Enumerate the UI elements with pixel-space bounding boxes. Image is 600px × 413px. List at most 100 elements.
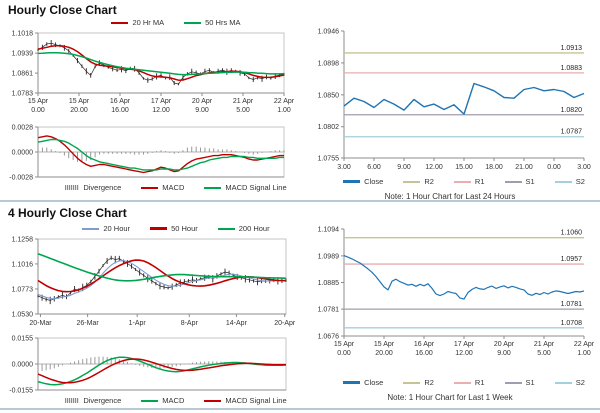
four-hourly-close-panel: 4 Hourly Close Chart 20 Hour 50 Hour 200… bbox=[0, 202, 300, 413]
legend-item: Close bbox=[343, 177, 383, 186]
legend-label: Close bbox=[364, 378, 384, 387]
legend-item: Close bbox=[343, 378, 383, 387]
svg-text:1.0802: 1.0802 bbox=[318, 124, 340, 131]
line-swatch-icon bbox=[403, 381, 421, 384]
line-swatch-icon bbox=[343, 381, 361, 384]
line-swatch-icon bbox=[150, 227, 168, 230]
hourly-macd-chart: 0.0028 0.0000 -0.0028 bbox=[9, 125, 285, 182]
svg-text:1.1018: 1.1018 bbox=[12, 31, 34, 38]
svg-text:20.00: 20.00 bbox=[70, 107, 88, 114]
legend-label: S2 bbox=[575, 378, 585, 387]
svg-text:12.00: 12.00 bbox=[152, 107, 170, 114]
divergence-swatch-icon bbox=[65, 185, 80, 190]
svg-text:1.0939: 1.0939 bbox=[12, 51, 34, 58]
svg-text:20-Apr: 20-Apr bbox=[274, 320, 296, 327]
svg-text:15 Apr: 15 Apr bbox=[69, 98, 90, 105]
svg-text:0.00: 0.00 bbox=[337, 350, 351, 357]
svg-text:1.0861: 1.0861 bbox=[12, 71, 34, 78]
svg-text:1.0883: 1.0883 bbox=[561, 65, 583, 72]
svg-text:21.00: 21.00 bbox=[515, 164, 533, 171]
legend-label: R2 bbox=[424, 177, 434, 186]
line-swatch-icon bbox=[554, 180, 572, 183]
pivot-1w-legend: Close R2 R1 S1 S2 bbox=[300, 378, 600, 387]
svg-text:1.1258: 1.1258 bbox=[12, 237, 34, 244]
line-swatch-icon bbox=[453, 180, 471, 183]
line-swatch-icon bbox=[82, 227, 100, 230]
svg-text:1.00: 1.00 bbox=[277, 107, 291, 114]
line-swatch-icon bbox=[141, 186, 159, 189]
svg-text:1.0530: 1.0530 bbox=[12, 312, 34, 319]
line-swatch-icon bbox=[184, 21, 202, 24]
legend-item: S1 bbox=[504, 378, 535, 387]
legend-label: R1 bbox=[474, 177, 485, 186]
svg-text:16 Apr: 16 Apr bbox=[414, 341, 435, 348]
four-hourly-ma-legend: 20 Hour 50 Hour 200 Hour bbox=[0, 224, 326, 233]
svg-text:22 Apr: 22 Apr bbox=[574, 341, 595, 348]
svg-text:0.0000: 0.0000 bbox=[12, 362, 34, 369]
line-swatch-icon bbox=[217, 227, 235, 230]
svg-text:12.00: 12.00 bbox=[425, 164, 443, 171]
pivot-24h-legend: Close R2 R1 S1 S2 bbox=[300, 177, 600, 186]
pivot-24h-panel: 1.0946 1.0898 1.0850 1.0802 1.0755 3.00 6.00 9.… bbox=[300, 0, 600, 202]
legend-label: S1 bbox=[525, 177, 535, 186]
svg-text:16.00: 16.00 bbox=[111, 107, 129, 114]
svg-text:20.00: 20.00 bbox=[375, 350, 393, 357]
line-swatch-icon bbox=[111, 21, 129, 24]
svg-text:15.00: 15.00 bbox=[455, 164, 473, 171]
legend-item: R2 bbox=[403, 378, 434, 387]
svg-text:0.00: 0.00 bbox=[31, 107, 45, 114]
svg-text:0.0000: 0.0000 bbox=[12, 150, 34, 157]
four-hourly-macd-legend: Divergence MACD MACD Signal Line bbox=[0, 396, 326, 405]
bottom-divider bbox=[0, 408, 600, 410]
svg-text:1.0989: 1.0989 bbox=[318, 253, 340, 260]
svg-text:18.00: 18.00 bbox=[485, 164, 503, 171]
svg-text:1.0783: 1.0783 bbox=[12, 91, 34, 98]
svg-text:0.00: 0.00 bbox=[547, 164, 561, 171]
svg-text:1.0755: 1.0755 bbox=[318, 156, 340, 163]
line-swatch-icon bbox=[504, 381, 522, 384]
legend-label: 20 Hour bbox=[103, 224, 131, 233]
svg-text:1.0850: 1.0850 bbox=[318, 92, 340, 99]
svg-text:1.0773: 1.0773 bbox=[12, 286, 34, 293]
svg-text:15 Apr: 15 Apr bbox=[374, 341, 395, 348]
svg-text:1.1060: 1.1060 bbox=[561, 230, 583, 237]
svg-text:22 Apr: 22 Apr bbox=[274, 98, 295, 105]
svg-text:1.1094: 1.1094 bbox=[318, 227, 340, 234]
svg-text:12.00: 12.00 bbox=[455, 350, 473, 357]
line-swatch-icon bbox=[554, 381, 572, 384]
legend-item: 50 Hour bbox=[150, 224, 198, 233]
legend-item: S1 bbox=[504, 177, 535, 186]
svg-text:17 Apr: 17 Apr bbox=[454, 341, 475, 348]
svg-text:8-Apr: 8-Apr bbox=[181, 320, 199, 327]
hourly-panel-title: Hourly Close Chart bbox=[8, 3, 117, 17]
legend-item: Divergence bbox=[65, 396, 121, 405]
svg-text:0.0028: 0.0028 bbox=[12, 125, 34, 132]
svg-text:1.00: 1.00 bbox=[577, 350, 591, 357]
svg-text:20 Apr: 20 Apr bbox=[192, 98, 213, 105]
line-swatch-icon bbox=[453, 381, 471, 384]
svg-text:1-Apr: 1-Apr bbox=[129, 320, 147, 327]
legend-item: R1 bbox=[453, 378, 485, 387]
legend-label: Close bbox=[364, 177, 384, 186]
pivot-1w-panel: 1.1094 1.0989 1.0885 1.0781 1.0676 15 Apr 0.00… bbox=[300, 202, 600, 413]
hourly-macd-legend: Divergence MACD MACD Signal Line bbox=[0, 183, 326, 192]
svg-text:0.0155: 0.0155 bbox=[12, 336, 34, 343]
legend-item: MACD Signal Line bbox=[204, 183, 287, 192]
svg-text:26-Mar: 26-Mar bbox=[77, 320, 100, 327]
svg-text:1.1016: 1.1016 bbox=[12, 261, 34, 268]
line-swatch-icon bbox=[343, 180, 361, 183]
legend-item: MACD bbox=[141, 183, 184, 192]
svg-text:20 Apr: 20 Apr bbox=[494, 341, 515, 348]
hourly-close-panel: Hourly Close Chart 20 Hr MA 50 Hrs MA 1.… bbox=[0, 0, 300, 202]
svg-text:3.00: 3.00 bbox=[577, 164, 591, 171]
svg-text:1.0676: 1.0676 bbox=[318, 334, 340, 341]
legend-item: 20 Hour bbox=[82, 224, 130, 233]
svg-text:9.00: 9.00 bbox=[195, 107, 209, 114]
line-swatch-icon bbox=[204, 399, 222, 402]
svg-text:21 Apr: 21 Apr bbox=[534, 341, 555, 348]
line-swatch-icon bbox=[403, 180, 421, 183]
legend-item: MACD Signal Line bbox=[204, 396, 287, 405]
svg-text:5.00: 5.00 bbox=[537, 350, 551, 357]
